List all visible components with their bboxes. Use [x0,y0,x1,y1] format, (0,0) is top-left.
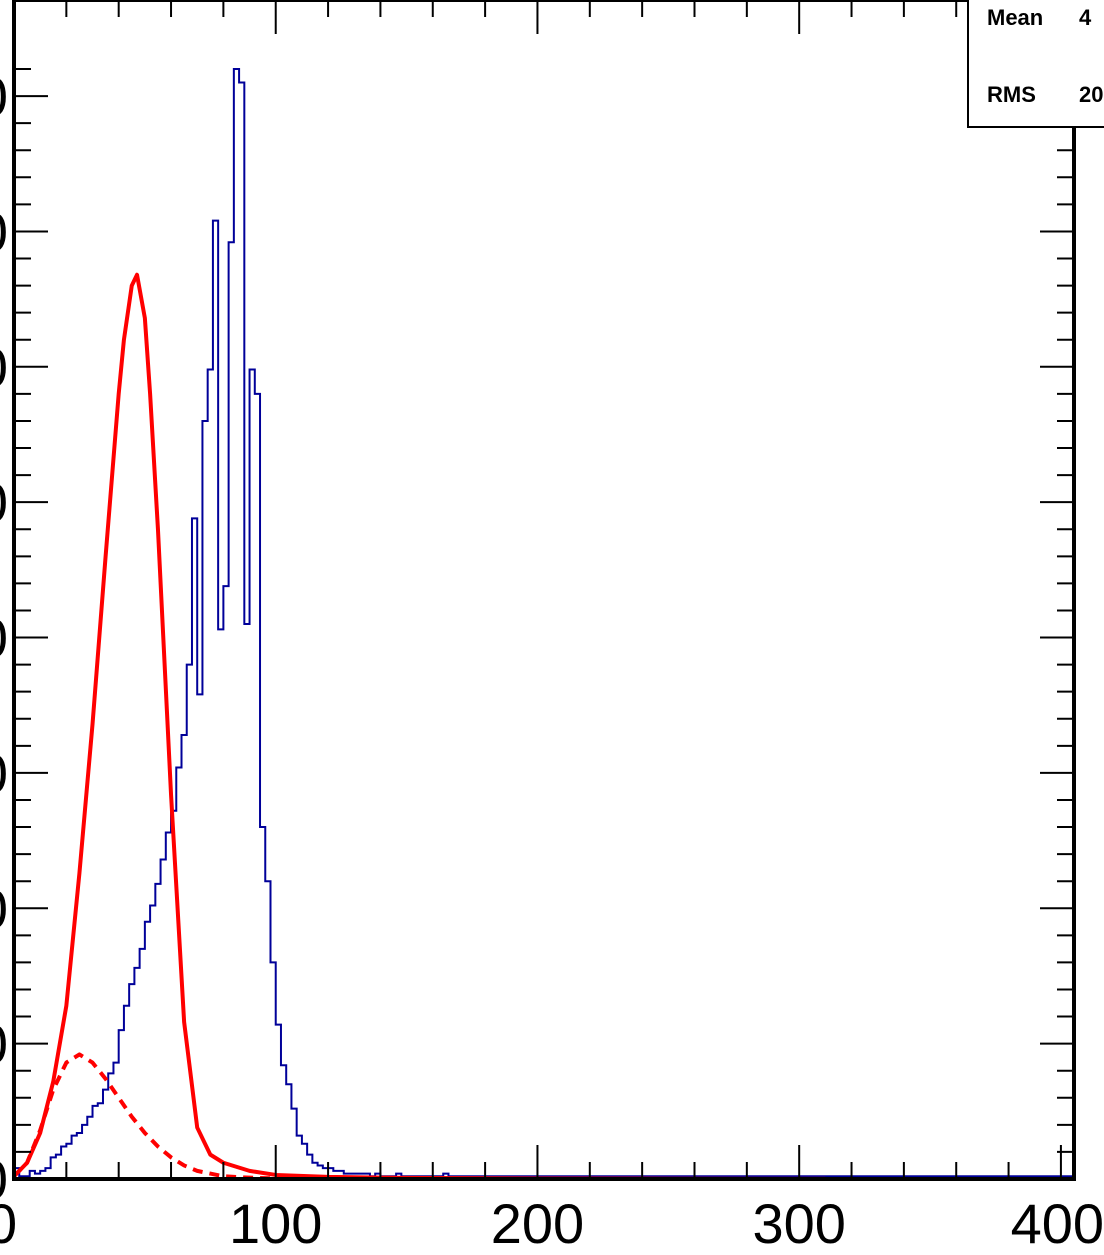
histogram-bin [87,1117,92,1179]
histogram-bin [129,984,134,1179]
plot-frame [12,0,1076,1181]
y-tick-label: 0 [0,1013,8,1076]
background-fit-curve [12,1052,276,1181]
histogram-bin [213,221,218,1179]
histogram-bin [82,1125,87,1179]
y-tick-label: 0 [0,336,8,399]
histogram-bin [291,1109,296,1179]
y-tick-label: 0 [0,471,8,534]
stats-mean-value: 4 [1079,5,1092,30]
histogram-bin [150,906,155,1179]
stats-rms-label: RMS [987,82,1036,107]
histogram-bin [145,922,150,1179]
histogram-bin [229,242,234,1179]
histogram-bin [77,1133,82,1179]
histogram-bin [56,1155,61,1179]
x-tick-label: 0 [0,1192,17,1255]
x-tick-label: 200 [491,1192,584,1255]
histogram-bin [161,860,166,1179]
plot-data-layer [12,68,1074,1181]
histogram-bin [244,624,249,1179]
y-tick-label: 0 [0,65,8,128]
stats-box: Mean 4 RMS 20 [967,0,1104,128]
y-tick-label: 0 [0,607,8,670]
histogram-bin [234,69,239,1179]
histogram-bin [208,370,213,1179]
stats-rms-row: RMS 20 [987,82,1103,108]
histogram-bin [255,394,260,1179]
y-tick-label: 0 [0,877,8,940]
tick-labels-layer: 0100200300400000000000 [0,65,1104,1255]
stats-rms-value: 20 [1079,82,1104,107]
y-tick-label: 0 [0,742,8,805]
stats-mean-row: Mean 4 [987,5,1091,31]
x-tick-label: 100 [229,1192,322,1255]
histogram-bin [140,949,145,1179]
histogram-bin [187,665,192,1179]
histogram-bin [98,1103,103,1179]
histogram-bin [281,1065,286,1179]
histogram-bin [155,884,160,1179]
histogram-bin [297,1136,302,1179]
histogram-bin [302,1144,307,1179]
y-tick-label: 0 [0,200,8,263]
x-tick-label: 300 [752,1192,845,1255]
histogram-bin [134,968,139,1179]
y-tick-label: 0 [0,1148,8,1211]
histogram-bin [286,1084,291,1179]
histogram-bin [103,1090,108,1179]
histogram-bin [197,694,202,1179]
histogram-bin [260,827,265,1179]
histogram-outline [13,68,1074,1179]
histogram-bin [223,586,228,1179]
histogram-bin [265,881,270,1179]
histogram-bin [72,1136,77,1179]
histogram-bin [218,629,223,1179]
histogram-bin [51,1157,56,1179]
stats-mean-label: Mean [987,5,1044,30]
histogram-bin [202,421,207,1179]
histogram-bin [93,1106,98,1179]
x-tick-label: 400 [1011,1192,1104,1255]
histogram-bin [124,1006,129,1179]
histogram-bin [113,1063,118,1179]
histogram-bin [239,83,244,1179]
histogram-bin [166,832,171,1179]
axes-layer [12,0,1076,1181]
histogram-bin [250,370,255,1179]
